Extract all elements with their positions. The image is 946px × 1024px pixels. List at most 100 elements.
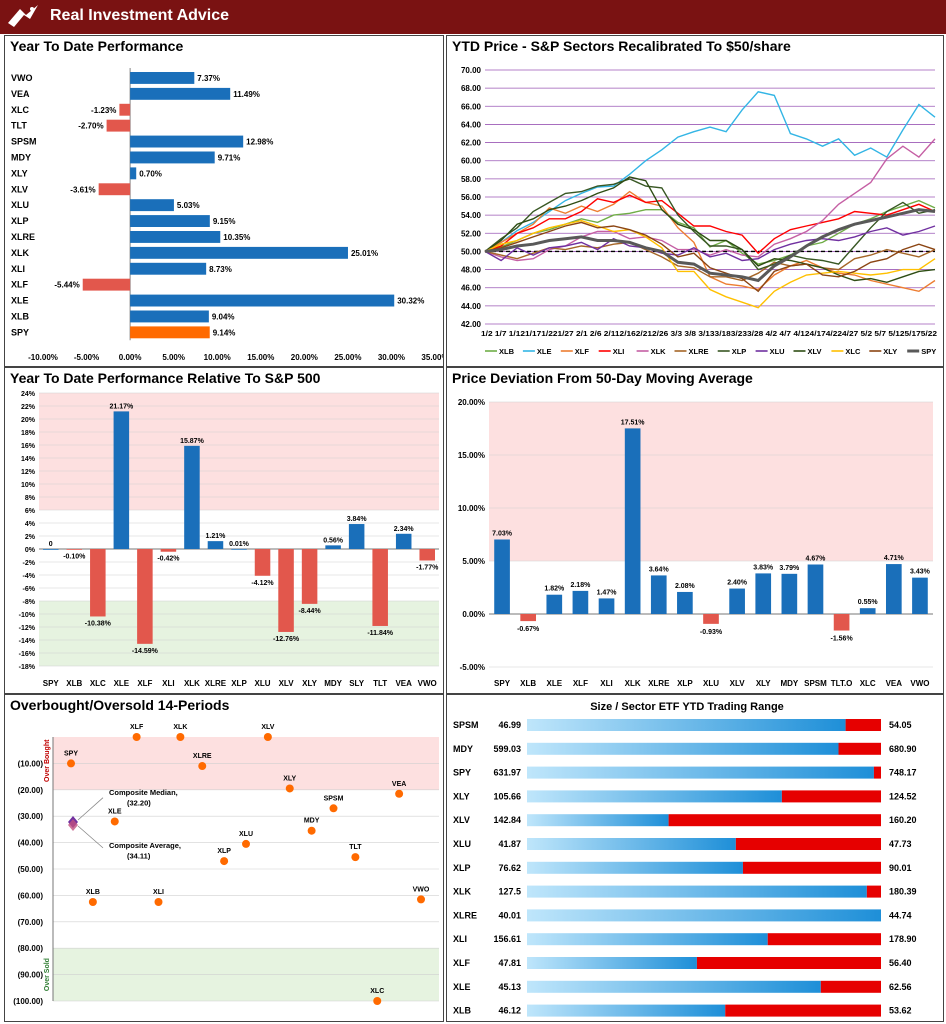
- series-line-xle: [484, 91, 936, 253]
- range-bar-blue: [527, 957, 697, 969]
- panel-title: Year To Date Performance: [10, 38, 184, 54]
- scatter-point: [395, 789, 404, 798]
- y-tick-label: 16%: [21, 443, 36, 450]
- bar: [106, 119, 131, 132]
- scatter-point: [242, 839, 250, 848]
- bar: [130, 294, 395, 307]
- bar: [130, 262, 207, 275]
- data-label: 17.51%: [621, 419, 646, 426]
- data-label: 0: [49, 541, 53, 548]
- data-label: 0.70%: [139, 169, 162, 178]
- data-label: 8.73%: [209, 265, 232, 274]
- range-bar-red: [781, 790, 881, 803]
- row-low: 631.97: [493, 768, 521, 778]
- row-name: SPSM: [453, 720, 479, 730]
- y-tick-label: (70.00): [18, 918, 44, 927]
- category-label: MDY: [11, 152, 31, 162]
- category-label: XLB: [520, 679, 536, 688]
- row-name: XLRE: [453, 910, 477, 920]
- bar: [598, 598, 615, 614]
- legend-label: XLU: [770, 347, 785, 356]
- data-label: -1.23%: [91, 106, 116, 115]
- category-label: TLT.O: [831, 679, 853, 688]
- point-label: XLU: [239, 831, 253, 838]
- bar: [130, 135, 244, 148]
- bar: [325, 545, 341, 549]
- legend-label: XLK: [651, 347, 667, 356]
- bar: [160, 549, 177, 552]
- y-tick-label: 5.00%: [462, 557, 485, 566]
- data-label: 0.56%: [323, 537, 344, 544]
- data-label: 3.64%: [649, 566, 670, 573]
- category-label: XLI: [11, 264, 25, 274]
- header-banner: Real Investment Advice: [0, 0, 946, 34]
- data-label: 9.14%: [213, 328, 236, 337]
- y-tick-label: 64.00: [461, 120, 482, 129]
- point-label: XLP: [217, 848, 231, 855]
- legend-label: XLY: [883, 347, 897, 356]
- bar: [885, 564, 902, 614]
- category-label: XLU: [11, 200, 29, 210]
- panel-title: Size / Sector ETF YTD Trading Range: [590, 701, 784, 713]
- row-low: 156.61: [493, 934, 521, 944]
- point-label: TLT: [349, 844, 362, 851]
- point-label: XLV: [261, 724, 274, 731]
- category-label: VWO: [418, 679, 437, 688]
- category-label: XLRE: [11, 232, 35, 242]
- tick-label: 30.00%: [378, 353, 405, 362]
- category-label: VWO: [910, 679, 929, 688]
- category-label: TLT: [11, 121, 27, 131]
- y-tick-label: -10%: [19, 612, 36, 619]
- panel-overbought-oversold: Overbought/Oversold 14-Periods (10.00) (2…: [4, 694, 444, 1022]
- bar: [130, 167, 137, 180]
- y-tick-label: 12%: [21, 469, 36, 476]
- category-label: VEA: [395, 679, 412, 688]
- data-label: 7.37%: [197, 74, 220, 83]
- data-label: 2.08%: [675, 583, 696, 590]
- bar: [729, 588, 745, 614]
- overbought-zone-label: Over Bought: [44, 739, 51, 782]
- y-tick-label: (30.00): [18, 812, 44, 821]
- row-low: 47.81: [498, 958, 521, 968]
- composite-average-label: Composite Average,: [109, 841, 181, 850]
- bar: [130, 87, 231, 100]
- average-leader-line: [77, 825, 104, 849]
- scatter-point: [132, 733, 141, 741]
- bar: [833, 614, 850, 631]
- row-high: 680.90: [889, 744, 917, 754]
- bar: [755, 573, 772, 614]
- category-label: XLRE: [205, 679, 227, 688]
- scatter-point: [198, 762, 207, 771]
- y-tick-label: 54.00: [461, 211, 482, 220]
- category-label: XLV: [279, 679, 295, 688]
- data-label: 10.35%: [223, 233, 250, 242]
- y-tick-label: 42.00: [461, 320, 482, 329]
- data-label: 15.87%: [180, 438, 205, 445]
- range-bar-blue: [527, 933, 768, 946]
- bar: [703, 614, 719, 624]
- row-name: XLE: [453, 982, 471, 992]
- panel-relative-performance: Year To Date Performance Relative To S&P…: [4, 367, 444, 694]
- panel-title: Overbought/Oversold 14-Periods: [10, 697, 230, 713]
- scatter-point: [154, 898, 163, 906]
- y-tick-label: 44.00: [461, 302, 482, 311]
- category-label: XLRE: [648, 679, 670, 688]
- range-bar-blue: [527, 1004, 726, 1017]
- y-tick-label: 62.00: [461, 139, 482, 148]
- range-bar-red: [820, 980, 881, 993]
- y-tick-label: 48.00: [461, 266, 482, 275]
- y-tick-label: 22%: [21, 404, 36, 411]
- y-tick-label: 66.00: [461, 102, 482, 111]
- y-tick-label: (10.00): [18, 759, 44, 768]
- legend-label: XLF: [575, 347, 590, 356]
- bar: [130, 246, 348, 259]
- bar: [494, 539, 510, 614]
- data-label: -0.10%: [63, 554, 86, 561]
- tick-label: 25.00%: [334, 353, 361, 362]
- row-high: 53.62: [889, 1006, 912, 1016]
- point-label: XLRE: [193, 753, 212, 760]
- point-label: XLE: [108, 808, 122, 815]
- bar: [650, 575, 667, 614]
- y-tick-label: -12%: [19, 625, 36, 632]
- bar: [90, 549, 106, 617]
